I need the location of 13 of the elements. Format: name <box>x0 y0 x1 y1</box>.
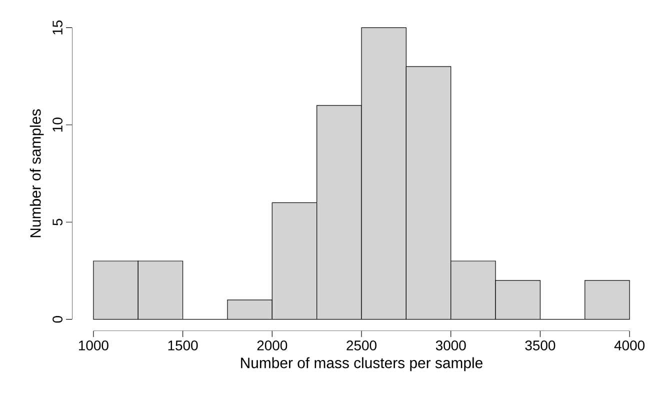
y-tick-label: 15 <box>52 20 62 34</box>
x-tick-label: 3000 <box>436 340 466 350</box>
x-tick-label: 2500 <box>346 340 376 350</box>
y-tick-label: 5 <box>52 218 62 226</box>
y-axis-title: Number of samples <box>30 109 44 238</box>
x-tick-label: 1000 <box>78 340 108 350</box>
y-tick-label: 0 <box>52 316 62 323</box>
x-tick-label: 4000 <box>614 340 645 350</box>
x-tick-label: 1500 <box>168 340 198 350</box>
x-axis-title: Number of mass clusters per sample <box>241 357 482 372</box>
y-tick-label: 10 <box>52 118 62 132</box>
x-tick-label: 3500 <box>525 340 556 350</box>
x-tick-label: 2000 <box>257 340 288 350</box>
